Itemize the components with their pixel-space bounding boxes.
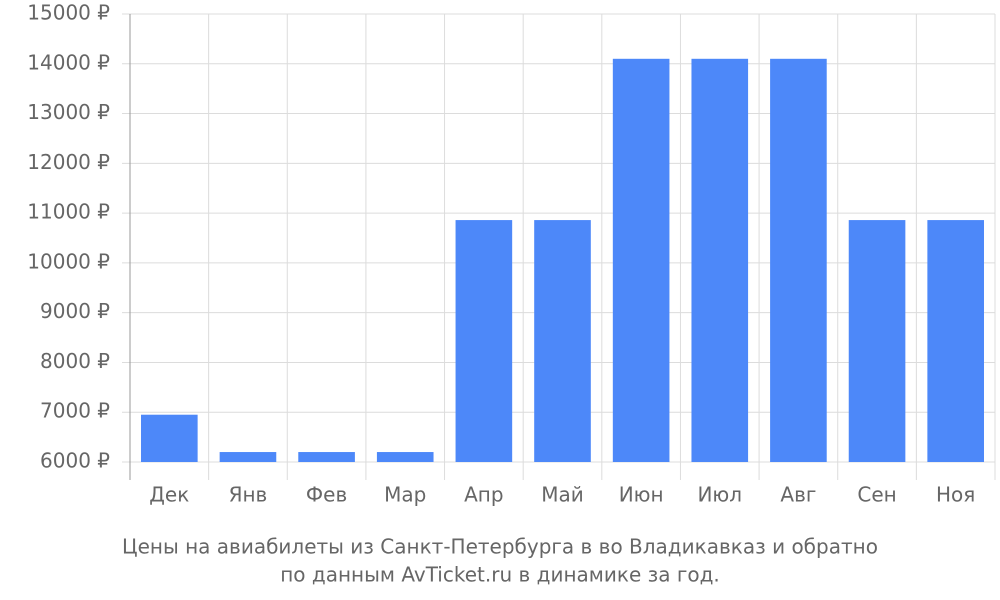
y-tick-label: 13000 ₽ bbox=[27, 100, 110, 124]
x-tick-label: Янв bbox=[229, 483, 268, 507]
bar bbox=[219, 452, 277, 462]
x-tick-label: Июн bbox=[619, 483, 664, 507]
y-tick-label: 6000 ₽ bbox=[40, 449, 110, 473]
chart-title: Цены на авиабилеты из Санкт-Петербурга в… bbox=[122, 535, 878, 559]
y-tick-label: 14000 ₽ bbox=[27, 50, 110, 74]
x-tick-label: Сен bbox=[857, 483, 896, 507]
y-tick-label: 12000 ₽ bbox=[27, 150, 110, 174]
y-tick-label: 15000 ₽ bbox=[27, 1, 110, 25]
x-tick-label: Июл bbox=[697, 483, 742, 507]
bar bbox=[298, 452, 355, 462]
x-tick-label: Ноя bbox=[936, 483, 975, 507]
y-tick-label: 9000 ₽ bbox=[40, 299, 110, 323]
bar bbox=[534, 220, 591, 462]
x-tick-label: Дек bbox=[149, 483, 189, 507]
bar bbox=[691, 58, 749, 463]
x-tick-label: Апр bbox=[464, 483, 503, 507]
y-tick-label: 8000 ₽ bbox=[40, 349, 110, 373]
chart-title: по данным AvTicket.ru в динамике за год. bbox=[280, 563, 720, 587]
bar bbox=[376, 452, 434, 462]
y-tick-label: 10000 ₽ bbox=[27, 249, 110, 273]
x-tick-label: Фев bbox=[306, 483, 347, 507]
bar bbox=[141, 414, 198, 462]
bar bbox=[612, 58, 670, 463]
bar bbox=[770, 58, 827, 463]
y-tick-label: 7000 ₽ bbox=[40, 399, 110, 423]
x-tick-label: Мар bbox=[384, 483, 426, 507]
y-tick-label: 11000 ₽ bbox=[27, 200, 110, 224]
x-tick-label: Май bbox=[541, 483, 584, 507]
x-tick-label: Авг bbox=[780, 483, 816, 507]
bar bbox=[848, 220, 906, 462]
bar bbox=[927, 220, 984, 462]
bar bbox=[455, 220, 513, 462]
